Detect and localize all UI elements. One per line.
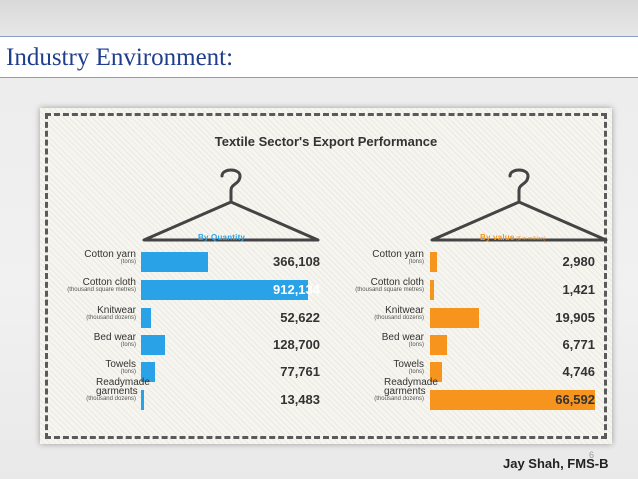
category-name: Cotton yarn: [84, 249, 136, 260]
category-unit: (tons): [408, 369, 424, 375]
data-label: 2,980: [562, 254, 595, 269]
category-name: Cotton yarn: [372, 249, 424, 260]
category-label: Knitwear (thousand dozens): [40, 306, 136, 322]
data-label: 1,421: [562, 282, 595, 297]
category-label: Bed wear (tons): [328, 333, 424, 349]
hanger-icon: [142, 168, 320, 242]
category-name: Knitwear: [97, 305, 136, 316]
category-name: Cotton cloth: [370, 277, 424, 288]
category-name: Towels: [393, 359, 424, 370]
slide-footer-author: Jay Shah, FMS-B: [503, 456, 609, 471]
bar: [430, 390, 595, 410]
category-label: Cotton yarn (tons): [328, 250, 424, 266]
bar: [430, 280, 434, 300]
bar: [141, 308, 151, 328]
data-label: 13,483: [280, 392, 320, 407]
category-name: Bed wear: [93, 332, 136, 343]
category-label: Cotton cloth (thousand square metres): [328, 278, 424, 294]
category-label: Towels (tons): [328, 360, 424, 376]
category-unit: (tons): [120, 259, 136, 265]
data-label: 19,905: [555, 310, 595, 325]
category-unit: (thousand dozens): [86, 396, 136, 402]
category-name: Readymade garments: [384, 377, 438, 397]
dashed-border: [45, 113, 607, 439]
bar: [141, 280, 308, 300]
category-label: Towels (tons): [40, 360, 136, 376]
category-label: Knitwear (thousand dozens): [328, 306, 424, 322]
bar: [141, 252, 209, 272]
category-unit: (thousand dozens): [374, 315, 424, 321]
infographic: Textile Sector's Export Performance By Q…: [40, 108, 612, 444]
panel-subtitle: By value ($ in million): [480, 233, 546, 242]
category-label: Cotton cloth (thousand square metres): [40, 278, 136, 294]
bar: [430, 362, 442, 382]
slide-title-bar: Industry Environment:: [0, 36, 638, 78]
chart-title: Textile Sector's Export Performance: [214, 134, 438, 149]
category-unit: (thousand dozens): [86, 315, 136, 321]
bar: [430, 335, 447, 355]
data-label: 366,108: [273, 254, 320, 269]
category-unit: (tons): [408, 342, 424, 348]
bar: [430, 308, 480, 328]
category-label: Bed wear (tons): [40, 333, 136, 349]
category-name: Bed wear: [381, 332, 424, 343]
category-unit: (thousand square metres): [355, 287, 424, 293]
data-label: 52,622: [280, 310, 320, 325]
panel-subtitle: By Quantity: [198, 233, 246, 242]
data-label: 77,761: [280, 364, 320, 379]
category-unit: (thousand square metres): [67, 287, 136, 293]
bar: [141, 362, 156, 382]
data-label: 128,700: [273, 337, 320, 352]
category-unit: (tons): [120, 369, 136, 375]
category-name: Knitwear: [385, 305, 424, 316]
hanger-icon: [430, 168, 608, 242]
category-unit: (thousand dozens): [374, 396, 424, 402]
category-unit: (tons): [120, 342, 136, 348]
bar: [141, 390, 144, 410]
data-label: 4,746: [562, 364, 595, 379]
data-label: 66,592: [555, 392, 595, 407]
bar: [430, 252, 438, 272]
category-name: Towels: [105, 359, 136, 370]
data-label: 6,771: [562, 337, 595, 352]
bar: [141, 335, 165, 355]
category-name: Cotton cloth: [82, 277, 136, 288]
data-label: 912,134: [273, 282, 320, 297]
category-label: Cotton yarn (tons): [40, 250, 136, 266]
category-name: Readymade garments: [96, 377, 150, 397]
category-label: Readymade garments (thousand dozens): [40, 377, 150, 403]
category-label: Readymade garments (thousand dozens): [328, 377, 438, 403]
slide-page-number: 6: [589, 450, 595, 460]
slide-title: Industry Environment:: [6, 44, 234, 71]
category-unit: (tons): [408, 259, 424, 265]
